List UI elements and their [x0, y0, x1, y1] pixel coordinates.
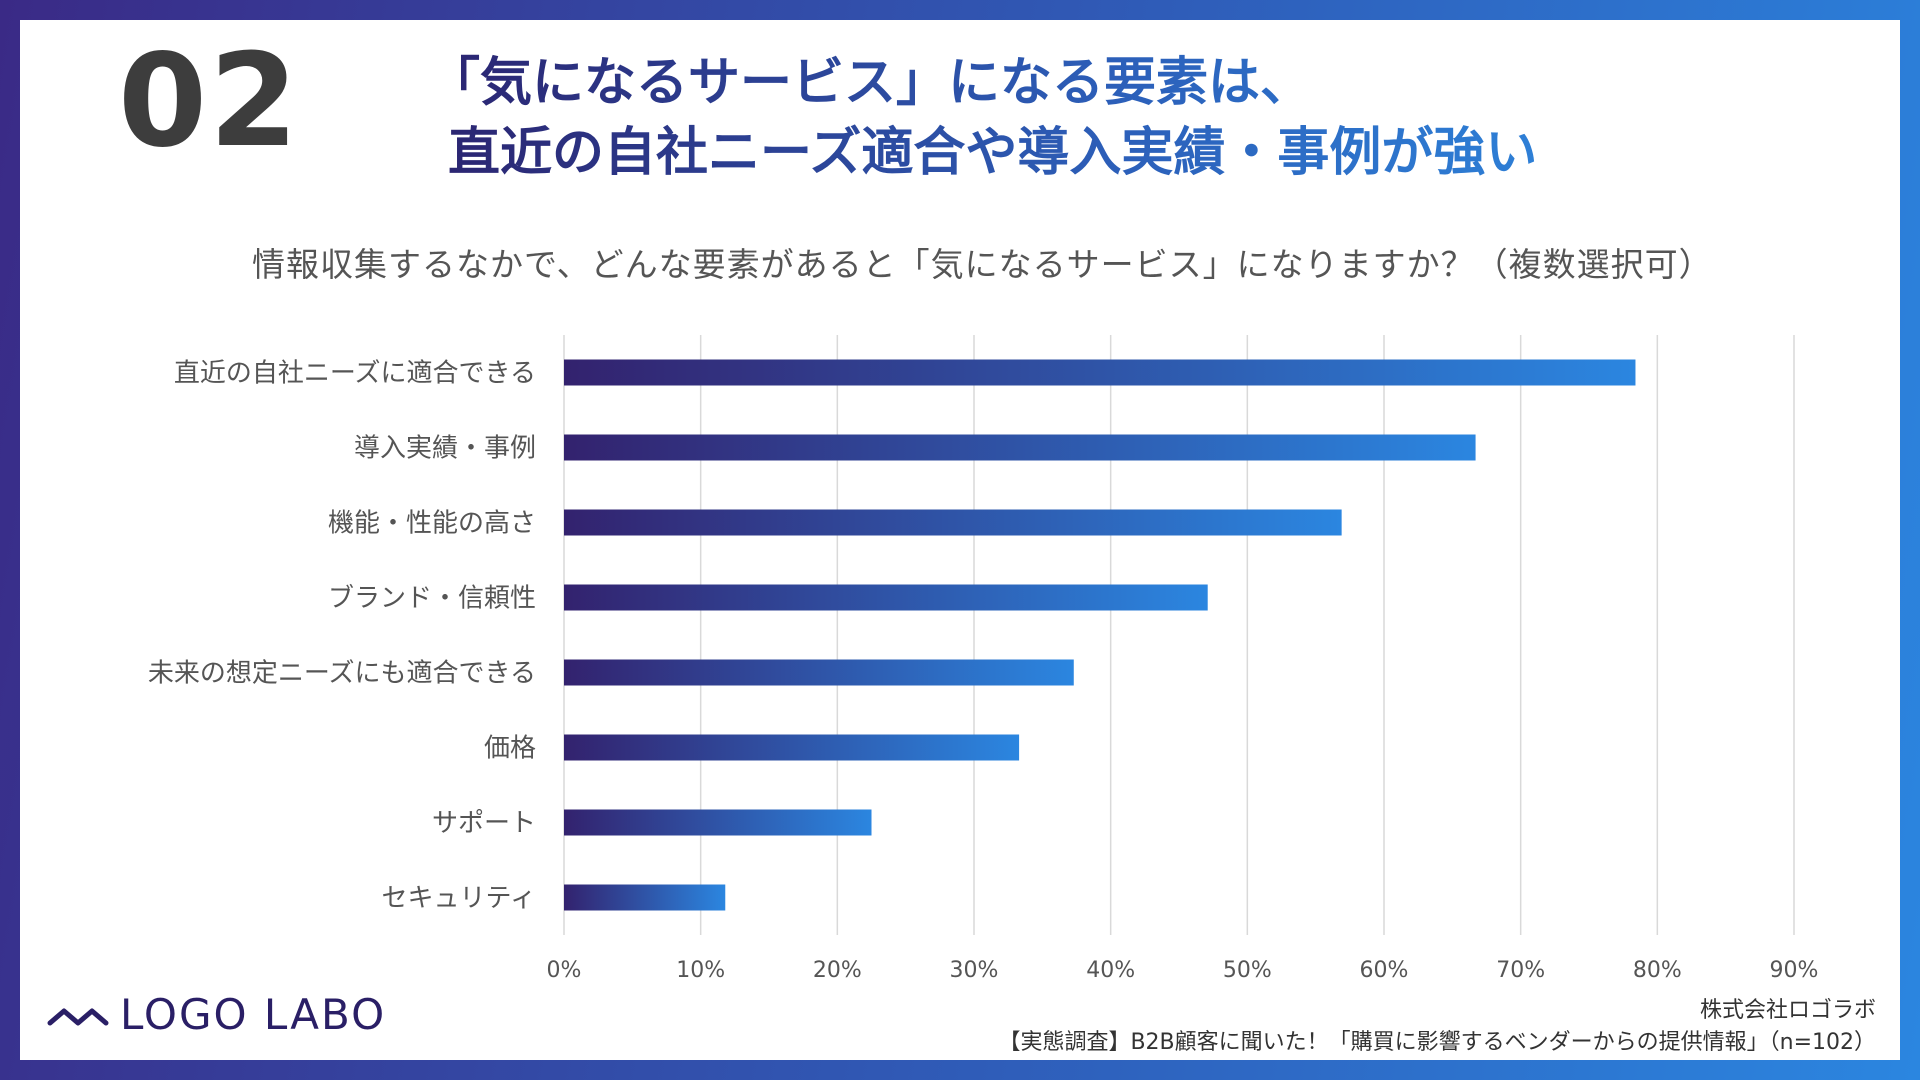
slide-card: [20, 20, 1900, 1060]
category-label: 未来の想定ニーズにも適合できる: [148, 659, 536, 689]
bar-1: [564, 434, 1476, 461]
logo: LOGO LABO: [46, 990, 386, 1039]
logo-wave-icon: [47, 1008, 109, 1025]
x-tick-label: 40%: [1086, 958, 1135, 983]
bar-3: [564, 584, 1208, 611]
category-label: 価格: [484, 734, 536, 764]
x-tick-label: 60%: [1360, 958, 1409, 983]
x-tick-label: 50%: [1223, 958, 1272, 983]
bar-2: [564, 509, 1342, 536]
bars: [564, 359, 1636, 911]
bar-5: [564, 734, 1020, 761]
slide-number: 02: [118, 27, 301, 176]
category-label: ブランド・信頼性: [328, 584, 536, 614]
logo-text: LOGO LABO: [120, 990, 387, 1039]
x-tick-label: 30%: [950, 958, 999, 983]
footer: 株式会社ロゴラボ 【実態調査】B2B顧客に聞いた！「購買に影響するベンダーからの…: [998, 995, 1876, 1059]
bar-4: [564, 659, 1074, 686]
x-tick-label: 20%: [813, 958, 862, 983]
x-tick-label: 10%: [676, 958, 725, 983]
x-tick-label: 0%: [547, 958, 582, 983]
x-tick-label: 80%: [1633, 958, 1682, 983]
footer-company: 株式会社ロゴラボ: [1699, 998, 1876, 1023]
gridlines: [563, 335, 1795, 935]
footer-source: 【実態調査】B2B顧客に聞いた！「購買に影響するベンダーからの提供情報」（n=1…: [998, 1030, 1876, 1055]
bar-7: [564, 884, 726, 911]
x-tick-label: 90%: [1770, 958, 1819, 983]
chart-title: 情報収集するなかで、どんな要素があると「気になるサービス」になりますか？（複数選…: [252, 245, 1713, 284]
x-tick-label: 70%: [1496, 958, 1545, 983]
bar-6: [564, 809, 872, 836]
category-label: セキュリティ: [382, 884, 536, 914]
category-labels: 直近の自社ニーズに適合できる導入実績・事例機能・性能の高さブランド・信頼性未来の…: [148, 359, 536, 914]
category-label: 機能・性能の高さ: [328, 509, 536, 539]
category-label: 導入実績・事例: [354, 434, 536, 464]
category-label: サポート: [432, 809, 536, 839]
x-axis-ticks: 0% 10% 20% 30% 40% 50% 60% 70% 80% 90%: [547, 958, 1819, 983]
bar-0: [564, 359, 1636, 386]
category-label: 直近の自社ニーズに適合できる: [174, 359, 536, 389]
